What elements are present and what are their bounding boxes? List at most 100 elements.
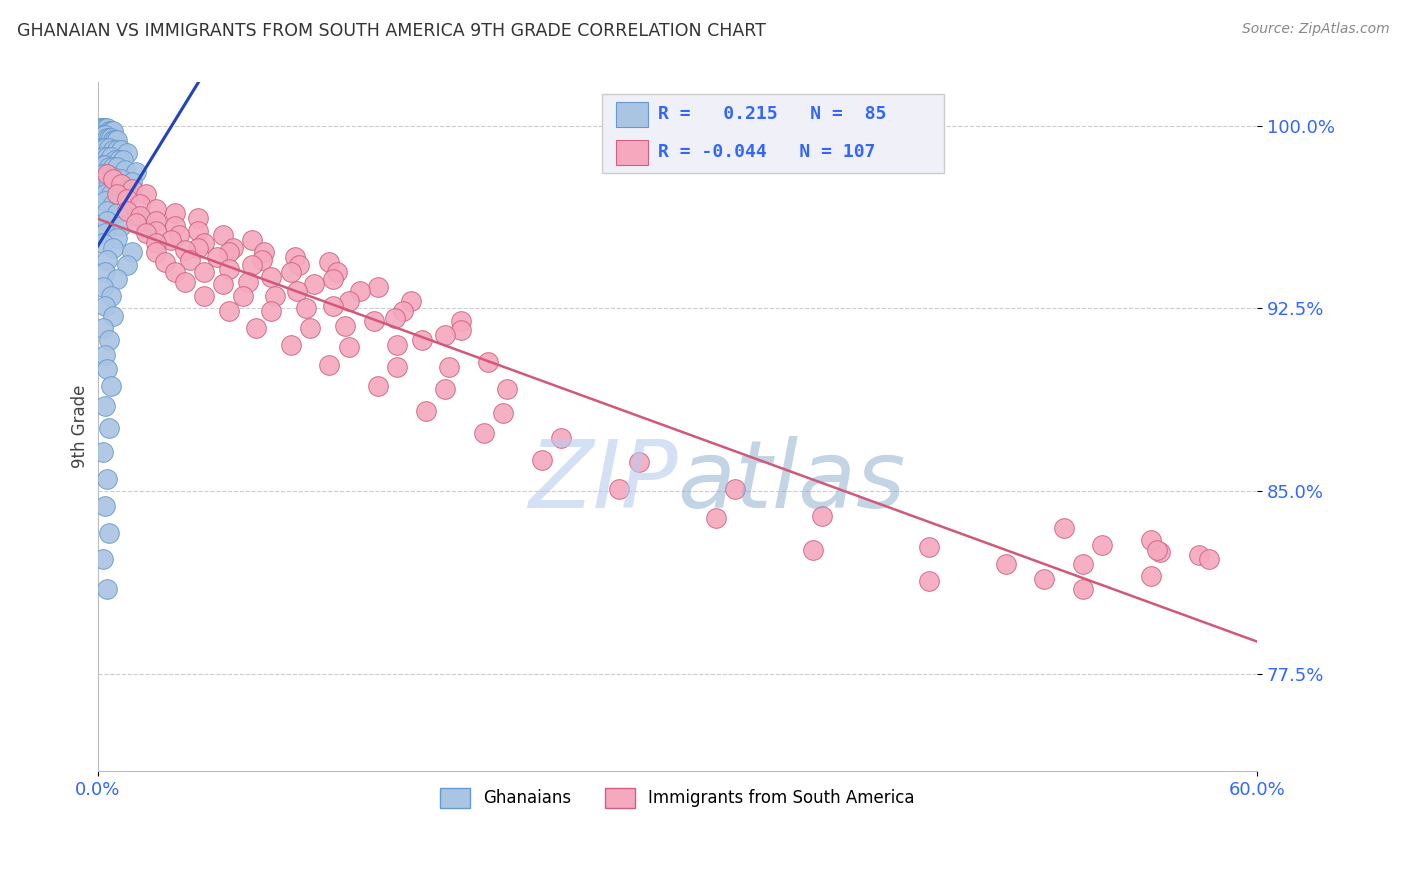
Point — [207, 250, 229, 264]
Point — [94, 265, 117, 279]
Point — [100, 131, 122, 145]
Point — [173, 243, 195, 257]
Point — [385, 338, 408, 352]
Point — [115, 204, 138, 219]
Point — [135, 226, 157, 240]
Point — [155, 255, 177, 269]
Point — [531, 452, 554, 467]
Point — [193, 265, 215, 279]
Point — [145, 202, 167, 216]
Point — [96, 362, 118, 376]
Point — [439, 359, 461, 374]
Point — [100, 379, 122, 393]
Point — [93, 321, 115, 335]
Point — [90, 121, 112, 136]
Point — [704, 511, 727, 525]
Text: Source: ZipAtlas.com: Source: ZipAtlas.com — [1241, 22, 1389, 37]
Text: R =   0.215   N =  85: R = 0.215 N = 85 — [658, 105, 886, 123]
Point — [121, 175, 143, 189]
Point — [90, 128, 112, 143]
Point — [285, 285, 308, 299]
Point — [284, 250, 307, 264]
Point — [163, 206, 186, 220]
Point — [90, 141, 112, 155]
Point — [115, 145, 138, 160]
Point — [392, 304, 415, 318]
Point — [145, 235, 167, 250]
Point — [240, 233, 263, 247]
Point — [280, 265, 302, 279]
Point — [801, 542, 824, 557]
Point — [917, 574, 939, 589]
Point — [105, 143, 128, 157]
Point — [93, 552, 115, 566]
Point — [160, 233, 183, 247]
Text: R = -0.044   N = 107: R = -0.044 N = 107 — [658, 144, 875, 161]
Point — [108, 153, 131, 167]
Point — [333, 318, 356, 333]
Point — [110, 178, 132, 192]
Point — [384, 311, 406, 326]
Point — [349, 285, 371, 299]
Point — [105, 206, 128, 220]
Point — [98, 333, 121, 347]
Point — [93, 128, 115, 143]
Point — [93, 141, 115, 155]
Y-axis label: 9th Grade: 9th Grade — [72, 385, 89, 468]
Point — [240, 258, 263, 272]
Point — [94, 194, 117, 209]
Point — [89, 121, 111, 136]
Point — [179, 252, 201, 267]
Point — [94, 158, 117, 172]
Point — [1091, 538, 1114, 552]
Point — [337, 294, 360, 309]
Point — [96, 252, 118, 267]
Point — [253, 245, 276, 260]
FancyBboxPatch shape — [602, 94, 943, 173]
Text: atlas: atlas — [678, 436, 905, 527]
Point — [231, 289, 253, 303]
Point — [114, 162, 136, 177]
Point — [98, 160, 121, 174]
Point — [1188, 548, 1211, 562]
Point — [302, 277, 325, 292]
Point — [94, 299, 117, 313]
Point — [218, 304, 240, 318]
Point — [264, 289, 287, 303]
Point — [1149, 545, 1171, 559]
Point — [96, 472, 118, 486]
Point — [187, 223, 209, 237]
Point — [94, 399, 117, 413]
Point — [101, 196, 124, 211]
Point — [1139, 569, 1161, 583]
Point — [96, 121, 118, 136]
Point — [117, 182, 139, 196]
Point — [96, 131, 118, 145]
Point — [994, 558, 1017, 572]
Point — [187, 241, 209, 255]
Point — [100, 150, 122, 164]
Point — [326, 265, 349, 279]
Point — [385, 359, 408, 374]
Point — [96, 204, 118, 219]
Point — [105, 231, 128, 245]
Point — [222, 241, 245, 255]
Point — [101, 143, 124, 157]
Point — [96, 150, 118, 164]
Point — [93, 235, 115, 250]
Point — [93, 121, 115, 136]
Point — [212, 228, 235, 243]
Point — [105, 160, 128, 174]
Point — [100, 186, 122, 201]
Point — [363, 313, 385, 327]
Point — [98, 141, 121, 155]
Point — [322, 272, 344, 286]
Point — [105, 179, 128, 194]
Point — [1146, 542, 1168, 557]
Point — [492, 406, 515, 420]
Point — [94, 141, 117, 155]
Text: GHANAIAN VS IMMIGRANTS FROM SOUTH AMERICA 9TH GRADE CORRELATION CHART: GHANAIAN VS IMMIGRANTS FROM SOUTH AMERIC… — [17, 22, 766, 40]
Point — [322, 299, 344, 313]
Point — [110, 172, 132, 186]
Point — [167, 228, 190, 243]
